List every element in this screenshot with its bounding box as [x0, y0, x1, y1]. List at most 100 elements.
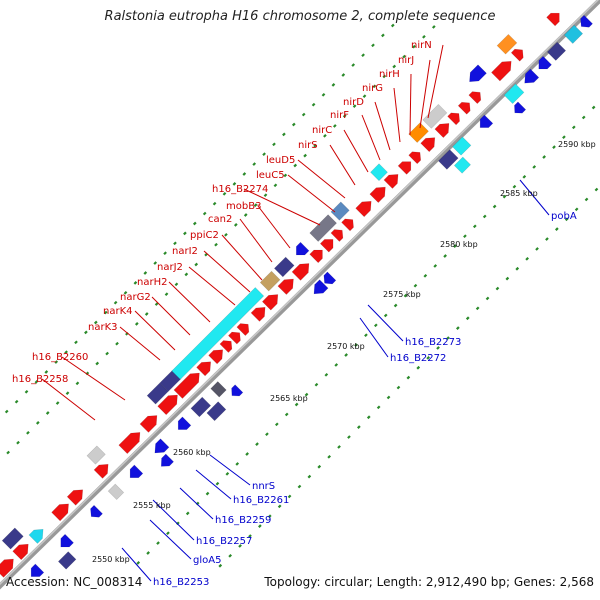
forward-gene[interactable]	[227, 331, 241, 345]
forward-gene[interactable]	[219, 340, 233, 353]
forward-gene-label[interactable]: nirG	[362, 83, 383, 94]
forward-gene-label[interactable]: leuC5	[256, 170, 285, 181]
gene-block[interactable]	[259, 270, 281, 292]
forward-gene-label[interactable]: nirN	[411, 40, 432, 51]
forward-gene[interactable]	[546, 12, 560, 27]
reverse-gene[interactable]	[30, 563, 45, 577]
gene-block[interactable]	[422, 103, 448, 129]
reverse-gene[interactable]	[514, 101, 527, 114]
forward-gene-label[interactable]: nirD	[343, 97, 364, 108]
forward-gene-label[interactable]: narJ2	[157, 262, 183, 273]
forward-gene-label[interactable]: nirH	[379, 69, 400, 80]
forward-gene[interactable]	[196, 361, 212, 377]
forward-gene-label[interactable]: ppiC2	[190, 230, 219, 241]
forward-gene[interactable]	[491, 60, 512, 82]
forward-gene-label[interactable]: mobB3	[226, 201, 261, 212]
forward-gene-label[interactable]: nirJ	[398, 55, 414, 66]
forward-gene[interactable]	[236, 323, 250, 336]
reverse-gene-label[interactable]: h16_B2257	[196, 536, 252, 547]
forward-gene[interactable]	[319, 239, 334, 253]
forward-gene[interactable]	[118, 432, 141, 455]
reverse-gene[interactable]	[231, 384, 244, 397]
gene-block[interactable]	[206, 401, 227, 422]
forward-gene[interactable]	[510, 48, 524, 62]
gene-block[interactable]	[563, 24, 584, 44]
forward-gene[interactable]	[369, 186, 386, 204]
forward-gene[interactable]	[28, 528, 44, 544]
forward-gene[interactable]	[250, 306, 266, 322]
gene-block[interactable]	[408, 122, 429, 143]
reverse-gene[interactable]	[479, 114, 494, 128]
forward-gene[interactable]	[468, 91, 482, 105]
gene-block[interactable]	[190, 396, 212, 418]
reverse-gene[interactable]	[60, 533, 74, 548]
reverse-gene-label[interactable]: h16_B2253	[153, 577, 209, 588]
reverse-gene[interactable]	[524, 68, 540, 84]
forward-gene[interactable]	[309, 249, 323, 264]
forward-gene[interactable]	[355, 200, 372, 218]
forward-gene[interactable]	[66, 489, 84, 506]
reverse-gene[interactable]	[177, 416, 192, 430]
reverse-gene[interactable]	[538, 55, 552, 70]
reverse-gene[interactable]	[295, 241, 310, 256]
reverse-gene[interactable]	[154, 438, 170, 454]
forward-gene[interactable]	[157, 394, 178, 416]
forward-gene-label[interactable]: nirF	[330, 110, 349, 121]
forward-gene-label[interactable]: h16_B2258	[12, 374, 68, 385]
forward-gene[interactable]	[420, 137, 436, 153]
gene-block[interactable]	[1, 527, 24, 550]
forward-gene[interactable]	[408, 151, 422, 165]
forward-gene[interactable]	[341, 218, 354, 232]
gene-block[interactable]	[453, 156, 472, 174]
reverse-gene-label[interactable]: h16_B2261	[233, 495, 289, 506]
reverse-gene[interactable]	[90, 504, 103, 518]
reverse-gene-label[interactable]: h16_B2273	[405, 337, 461, 348]
forward-gene-label[interactable]: narK4	[103, 306, 133, 317]
gene-block[interactable]	[546, 41, 567, 61]
reverse-gene[interactable]	[129, 464, 144, 478]
forward-gene[interactable]	[447, 112, 460, 126]
gene-block[interactable]	[496, 33, 518, 55]
gene-block[interactable]	[107, 483, 125, 501]
gene-block[interactable]	[437, 149, 459, 170]
gene-block[interactable]	[273, 256, 295, 278]
forward-gene[interactable]	[139, 415, 158, 433]
gene-block[interactable]	[503, 83, 525, 105]
forward-gene-label[interactable]: nirC	[312, 125, 332, 136]
forward-gene[interactable]	[208, 349, 224, 365]
forward-gene-label[interactable]: leuD5	[266, 155, 295, 166]
gene-block[interactable]	[452, 136, 472, 156]
gene-block[interactable]	[370, 163, 388, 182]
forward-gene[interactable]	[397, 161, 412, 175]
reverse-gene[interactable]	[160, 453, 175, 467]
forward-gene[interactable]	[261, 294, 279, 311]
forward-gene[interactable]	[330, 229, 344, 242]
forward-gene-label[interactable]: narI2	[172, 246, 198, 257]
forward-gene[interactable]	[12, 543, 29, 561]
forward-gene-label[interactable]: can2	[208, 214, 232, 225]
forward-gene[interactable]	[434, 123, 450, 138]
forward-gene[interactable]	[457, 101, 471, 115]
forward-gene-label[interactable]: narK3	[88, 322, 118, 333]
reverse-gene-label[interactable]: nnrS	[252, 481, 275, 492]
forward-gene[interactable]	[277, 278, 294, 295]
reverse-gene[interactable]	[469, 64, 487, 83]
reverse-gene[interactable]	[323, 271, 337, 285]
gene-block[interactable]	[171, 287, 265, 380]
forward-gene[interactable]	[93, 463, 109, 479]
gene-block[interactable]	[57, 551, 77, 570]
reverse-gene-label[interactable]: h16_B2259	[215, 515, 271, 526]
reverse-gene[interactable]	[580, 14, 593, 28]
gene-block[interactable]	[86, 445, 106, 465]
forward-gene-label[interactable]: nirS	[298, 140, 318, 151]
reverse-gene-label[interactable]: h16_B2272	[390, 353, 446, 364]
forward-gene[interactable]	[51, 503, 69, 522]
gene-block[interactable]	[210, 381, 227, 398]
gene-block[interactable]	[330, 201, 350, 221]
reverse-gene-label[interactable]: pobA	[551, 211, 577, 222]
gene-block[interactable]	[309, 214, 338, 242]
forward-gene[interactable]	[383, 174, 399, 189]
forward-gene[interactable]	[291, 263, 310, 281]
reverse-gene[interactable]	[313, 279, 329, 295]
forward-gene-label[interactable]: h16_B2274	[212, 184, 268, 195]
